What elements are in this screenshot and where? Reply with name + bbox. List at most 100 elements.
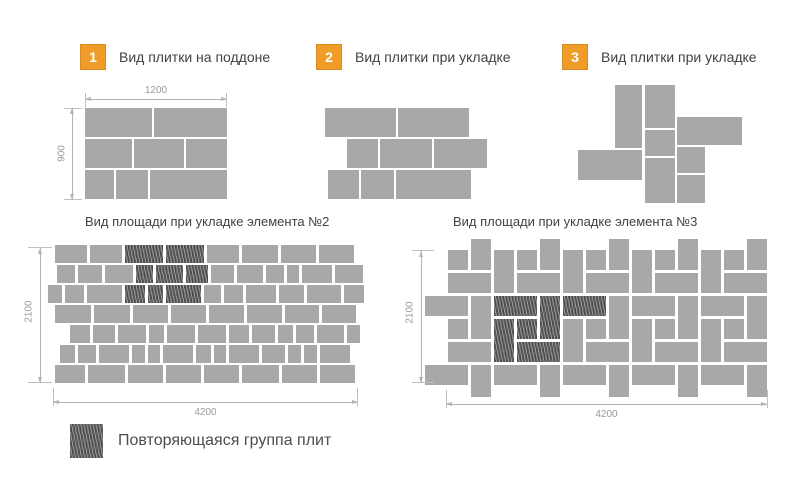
paver-tile [448, 342, 491, 362]
paver-tile [425, 365, 468, 385]
paver-tile [517, 250, 537, 270]
paver-tile [70, 325, 90, 343]
paver-tile [724, 319, 744, 339]
paver-tile [655, 319, 675, 339]
paver-tile [578, 150, 642, 180]
extension-tick [412, 382, 434, 383]
paver-tile [747, 365, 767, 397]
paver-tile [55, 365, 85, 383]
paver-tile [396, 170, 471, 199]
paver-tile [229, 325, 249, 343]
area2-height-dimension-line [38, 248, 42, 383]
paver-tile [380, 139, 432, 168]
paver-tile [282, 365, 317, 383]
pallet-height-dimension-label: 900 [56, 145, 68, 162]
paver-tile [204, 365, 239, 383]
step-3-header: 3 Вид плитки при укладке [562, 44, 757, 70]
paver-tile [448, 319, 468, 339]
paver-tile [204, 285, 221, 303]
paver-tile [434, 139, 487, 168]
paver-tile [55, 305, 91, 323]
paver-tile [237, 265, 263, 283]
paver-tile [494, 250, 514, 293]
paver-tile [224, 285, 243, 303]
paver-tile [287, 265, 299, 283]
area2-width-dimension-line [53, 400, 358, 404]
paver-tile [347, 139, 378, 168]
paver-tile [517, 273, 560, 293]
paver-tile [207, 245, 239, 263]
highlighted-tile [166, 285, 201, 303]
paver-tile [609, 238, 629, 270]
paver-tile [246, 285, 276, 303]
highlighted-tile [563, 296, 606, 316]
paver-tile [645, 85, 675, 128]
step-3-badge: 3 [562, 44, 588, 70]
paver-tile [586, 319, 606, 339]
paver-tile [78, 265, 102, 283]
paver-tile [65, 285, 84, 303]
paver-tile [747, 238, 767, 270]
paver-tile [296, 325, 314, 343]
paver-tile [278, 325, 293, 343]
paver-tile [563, 250, 583, 293]
paver-tile [335, 265, 363, 283]
area2-title: Вид площади при укладке элемента №2 [85, 214, 330, 229]
legend-label: Повторяющаяся группа плит [118, 432, 332, 449]
paver-tile [609, 365, 629, 397]
step-3-label: Вид плитки при укладке [601, 49, 757, 65]
legend: Повторяющаяся группа плит [70, 424, 331, 458]
paver-tile [563, 365, 606, 385]
highlighted-tile [494, 319, 514, 362]
paver-tile [747, 296, 767, 339]
paver-tile [678, 365, 698, 397]
highlighted-tile [540, 296, 560, 339]
paver-tile [166, 365, 201, 383]
paver-tile [171, 305, 206, 323]
paver-tile [563, 319, 583, 362]
paver-tile [319, 245, 354, 263]
paver-tile [701, 250, 721, 293]
paver-tile [655, 342, 698, 362]
paver-tile [85, 170, 114, 199]
paver-tile [540, 238, 560, 270]
paver-tile [540, 365, 560, 397]
area3-width-dimension-line [446, 402, 767, 406]
paver-tile [85, 139, 132, 168]
area3-height-dimension-label: 2100 [404, 301, 416, 324]
paver-tile [701, 296, 744, 316]
paver-tile [448, 273, 491, 293]
extension-tick [357, 388, 358, 406]
paver-tile [48, 285, 62, 303]
paver-tile [242, 365, 279, 383]
paver-tile [60, 345, 75, 363]
paver-tile [134, 139, 184, 168]
paver-tile [586, 250, 606, 270]
paver-tile [209, 305, 244, 323]
paver-tile [262, 345, 285, 363]
paver-tile [347, 325, 360, 343]
paver-tile [677, 147, 705, 173]
paver-tile [55, 245, 87, 263]
paver-tile [632, 319, 652, 362]
paver-tile [471, 296, 491, 339]
paver-tile [154, 108, 227, 137]
paver-tile [701, 319, 721, 362]
paver-tile [317, 325, 344, 343]
paver-tile [85, 108, 152, 137]
pallet-width-dimension-label: 1200 [144, 85, 168, 96]
extension-tick [28, 247, 52, 248]
paver-tile [150, 170, 227, 199]
paver-tile [133, 305, 168, 323]
paver-tile [196, 345, 211, 363]
paver-tile [214, 345, 226, 363]
paver-tile [615, 85, 642, 148]
paver-tile [609, 296, 629, 339]
paver-tile [304, 345, 317, 363]
paver-tile [320, 345, 350, 363]
paver-tile [322, 305, 356, 323]
paver-tile [88, 365, 125, 383]
pallet-width-dimension-line [85, 97, 227, 101]
paver-tile [94, 305, 130, 323]
